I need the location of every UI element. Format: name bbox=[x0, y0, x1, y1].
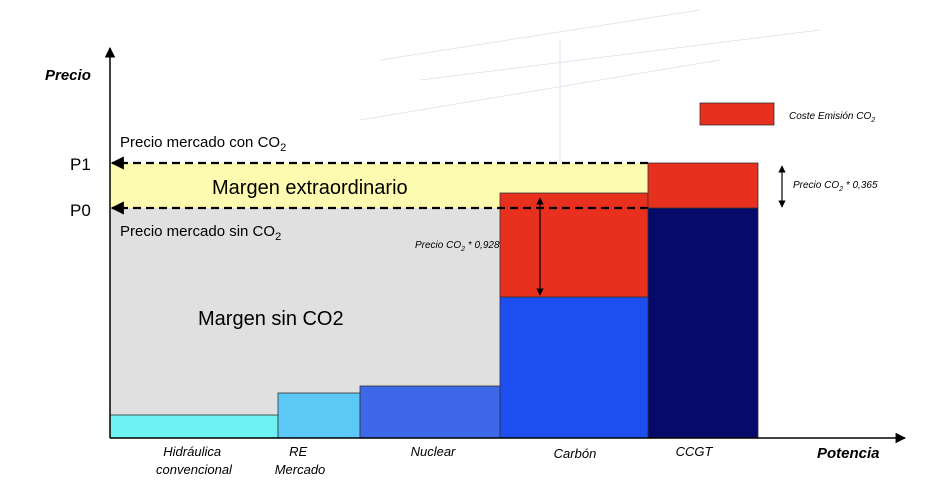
block-carbon-co2 bbox=[499, 192, 649, 298]
block-ccgt bbox=[647, 207, 759, 439]
market-price-with-co2: Precio mercado con CO2 bbox=[120, 134, 286, 154]
block-hidraulica bbox=[109, 414, 279, 439]
extraordinary-margin-label: Margen extraordinario bbox=[212, 177, 408, 199]
market-price-without-co2: Precio mercado sin CO2 bbox=[120, 223, 281, 243]
coal-co2-cost-label: Precio CO2 * 0,928 bbox=[415, 240, 500, 253]
tech-label-hidraulica: Hidráulica convencional bbox=[156, 444, 233, 477]
tech-label-carbon: Carbón bbox=[554, 446, 597, 461]
margin-without-co2-label: Margen sin CO2 bbox=[198, 308, 344, 330]
block-carbon bbox=[499, 296, 649, 439]
legend-swatch-co2 bbox=[699, 102, 775, 126]
ccgt-co2-cost-label: Precio CO2 * 0,365 bbox=[793, 180, 878, 193]
p1-label: P1 bbox=[70, 155, 91, 174]
x-axis-label: Potencia bbox=[817, 445, 880, 462]
block-nuclear bbox=[359, 385, 501, 439]
block-re-mercado bbox=[277, 392, 361, 439]
tech-label-re-mercado: RE Mercado bbox=[275, 444, 326, 477]
block-ccgt-co2 bbox=[647, 162, 759, 209]
tech-label-ccgt: CCGT bbox=[676, 444, 714, 459]
y-axis-label: Precio bbox=[45, 67, 91, 84]
tech-label-nuclear: Nuclear bbox=[411, 444, 456, 459]
legend-label-co2: Coste Emisión CO2 bbox=[789, 111, 875, 124]
p0-label: P0 bbox=[70, 201, 91, 220]
